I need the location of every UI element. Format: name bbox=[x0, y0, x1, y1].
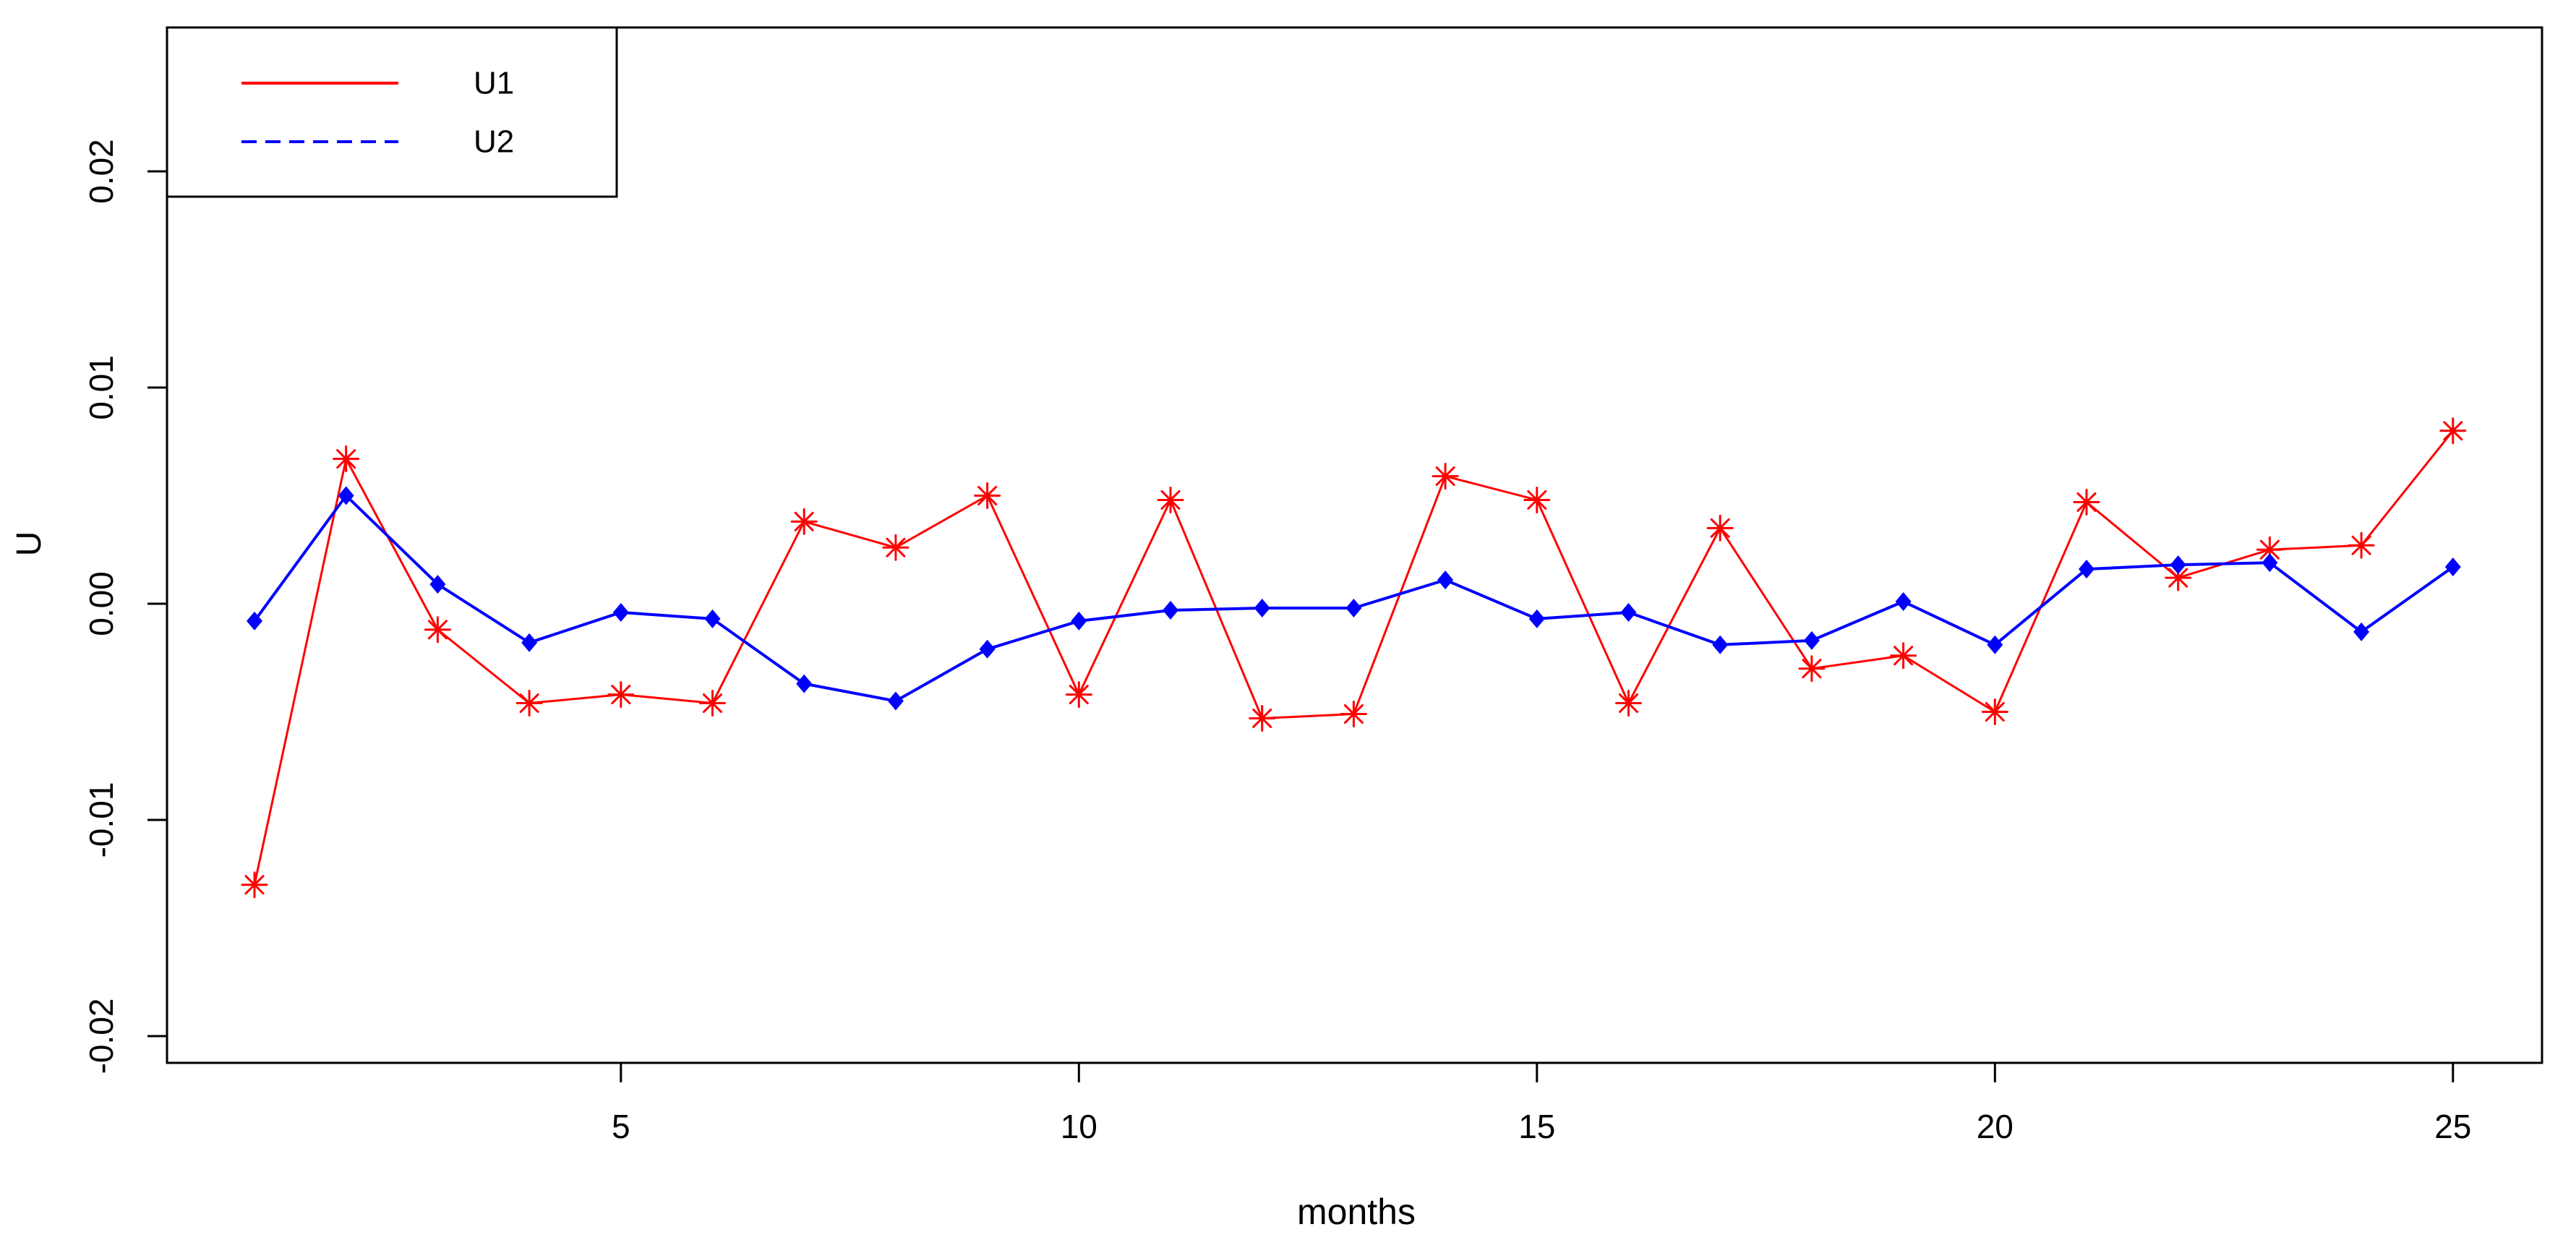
series-u2-marker-diamond bbox=[1528, 609, 1545, 628]
asterisk-spoke bbox=[1618, 693, 1639, 714]
asterisk-spoke bbox=[1802, 659, 1822, 679]
series-u1-marker-asterisk bbox=[974, 482, 1001, 509]
series-u1-marker-asterisk bbox=[699, 690, 726, 717]
series-u2-marker-diamond bbox=[2170, 555, 2186, 575]
y-tick-label: 0.00 bbox=[82, 571, 120, 636]
asterisk-spoke bbox=[336, 449, 356, 469]
asterisk-spoke bbox=[2351, 535, 2371, 555]
series-u2-marker-diamond bbox=[796, 674, 813, 693]
asterisk-spoke bbox=[1985, 701, 2005, 722]
y-tick-label: 0.02 bbox=[82, 139, 120, 204]
series-u1-marker-asterisk bbox=[790, 508, 818, 535]
legend-label-u2: U2 bbox=[474, 124, 514, 160]
series-u1-marker-asterisk bbox=[607, 681, 635, 709]
series-u2-marker-diamond bbox=[429, 575, 446, 594]
asterisk-spoke bbox=[977, 485, 998, 506]
asterisk-spoke bbox=[1527, 489, 1547, 510]
series-u1-marker-asterisk bbox=[2348, 531, 2375, 559]
series-u2-marker-diamond bbox=[1895, 592, 1912, 612]
series-u1-marker-asterisk bbox=[241, 871, 268, 899]
asterisk-spoke bbox=[886, 537, 906, 557]
asterisk-spoke bbox=[1343, 704, 1364, 724]
asterisk-spoke bbox=[702, 693, 723, 714]
series-u2-marker-diamond bbox=[2262, 553, 2278, 573]
series-u1-marker-asterisk bbox=[1615, 690, 1642, 717]
series-u1-marker-asterisk bbox=[1340, 700, 1367, 727]
series-u2-marker-diamond bbox=[1437, 570, 1454, 590]
asterisk-spoke bbox=[1252, 708, 1272, 728]
series-u1-marker-asterisk bbox=[2439, 417, 2467, 445]
asterisk-spoke bbox=[794, 511, 814, 531]
series-u2-marker-diamond bbox=[1803, 630, 1820, 650]
series-u1-marker-asterisk bbox=[1890, 642, 1917, 670]
legend-label-u1: U1 bbox=[474, 66, 514, 101]
series-u1-marker-asterisk bbox=[1706, 514, 1734, 542]
series-u2-marker-diamond bbox=[1712, 635, 1729, 654]
series-u2-marker-diamond bbox=[979, 639, 996, 659]
series-u2-marker-diamond bbox=[1620, 602, 1637, 622]
series-u1-marker-asterisk bbox=[1981, 698, 2008, 725]
series-u1-marker-asterisk bbox=[882, 534, 910, 561]
y-axis-label: U bbox=[10, 531, 48, 557]
asterisk-spoke bbox=[1710, 518, 1730, 538]
asterisk-spoke bbox=[1069, 685, 1089, 705]
series-u2-marker-diamond bbox=[1071, 611, 1087, 630]
series-u1-marker-asterisk bbox=[2073, 488, 2100, 516]
x-tick-label: 5 bbox=[612, 1108, 630, 1145]
series-u1-marker-asterisk bbox=[1249, 704, 1276, 732]
y-tick-label: 0.01 bbox=[82, 355, 120, 420]
x-tick-label: 25 bbox=[2434, 1108, 2471, 1145]
legend: U1 U2 bbox=[166, 26, 618, 198]
plot-border bbox=[166, 26, 2543, 1064]
series-u2-marker-diamond bbox=[1163, 600, 1178, 620]
asterisk-spoke bbox=[2443, 421, 2463, 441]
series-u1-marker-asterisk bbox=[424, 616, 451, 643]
series-u2-line bbox=[253, 494, 2454, 703]
asterisk-spoke bbox=[1435, 466, 1455, 487]
legend-box bbox=[166, 26, 618, 198]
y-tick-label: -0.02 bbox=[82, 999, 120, 1074]
series-u2-marker-diamond bbox=[247, 611, 262, 630]
series-u1-marker-asterisk bbox=[1432, 463, 1459, 490]
y-axis: 0.02 0.01 0.00 -0.01 -0.02 bbox=[82, 139, 167, 1074]
series-u2-marker-diamond bbox=[2444, 557, 2461, 577]
x-tick-label: 10 bbox=[1061, 1108, 1097, 1145]
asterisk-spoke bbox=[2259, 539, 2280, 560]
asterisk-spoke bbox=[427, 620, 448, 640]
asterisk-spoke bbox=[2168, 568, 2188, 588]
series-u2-marker-diamond bbox=[1345, 598, 1362, 617]
series-u2-marker-diamond bbox=[704, 609, 721, 628]
x-axis: 5 10 15 20 25 bbox=[612, 1063, 2471, 1145]
series-u2-marker-diamond bbox=[2079, 560, 2094, 579]
x-axis-label: months bbox=[1297, 1192, 1416, 1232]
asterisk-spoke bbox=[519, 693, 539, 714]
series-u2-marker-diamond bbox=[887, 691, 904, 711]
asterisk-spoke bbox=[1160, 489, 1181, 510]
asterisk-spoke bbox=[244, 875, 265, 895]
series-u1-marker-asterisk bbox=[2256, 536, 2283, 563]
series-u1-marker-asterisk bbox=[1157, 486, 1184, 513]
series-u1-marker-asterisk bbox=[1523, 486, 1551, 513]
series-u1-marker-asterisk bbox=[515, 690, 543, 717]
asterisk-spoke bbox=[2076, 492, 2097, 512]
series-u2-marker-diamond bbox=[1254, 598, 1270, 617]
series-u2-marker-diamond bbox=[338, 486, 354, 505]
y-tick-label: -0.01 bbox=[82, 782, 120, 858]
x-tick-label: 20 bbox=[1977, 1108, 2014, 1145]
series-u1-line bbox=[253, 429, 2454, 886]
series-layer bbox=[241, 417, 2467, 899]
series-u2-marker-diamond bbox=[521, 633, 538, 652]
series-u1-marker-asterisk bbox=[1065, 681, 1092, 709]
series-u2-marker-diamond bbox=[2353, 622, 2370, 641]
series-u2-marker-diamond bbox=[612, 602, 629, 622]
series-u1-marker-asterisk bbox=[1798, 655, 1826, 683]
asterisk-spoke bbox=[611, 685, 631, 705]
series-u2-marker-diamond bbox=[1987, 635, 2003, 654]
asterisk-spoke bbox=[1894, 646, 1914, 666]
x-tick-label: 15 bbox=[1518, 1108, 1555, 1145]
series-u1-marker-asterisk bbox=[333, 445, 360, 473]
